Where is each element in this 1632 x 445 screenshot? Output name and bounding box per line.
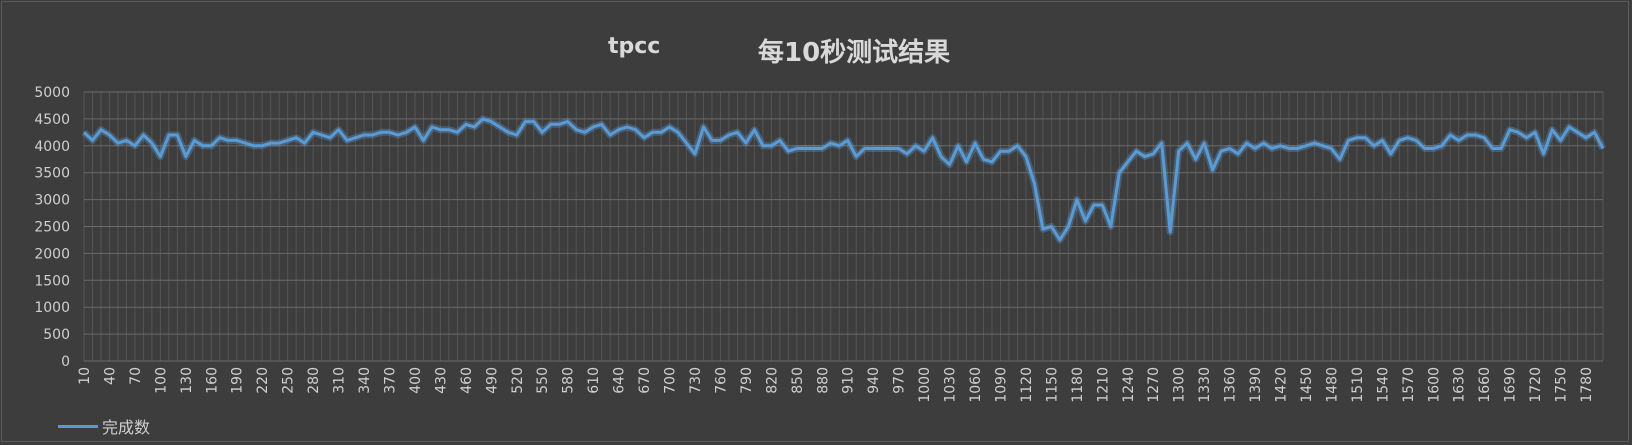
x-tick-label: 280: [306, 367, 322, 394]
x-tick-label: 1270: [1146, 367, 1162, 403]
x-tick-label: 70: [128, 367, 144, 385]
x-tick-label: 460: [459, 367, 475, 394]
y-tick-label: 1000: [34, 300, 70, 316]
chart-title-left: tpcc: [608, 34, 661, 59]
x-tick-label: 1510: [1350, 367, 1366, 403]
y-tick-label: 4000: [34, 139, 70, 155]
x-tick-label: 310: [332, 367, 348, 394]
legend: 完成数: [58, 414, 150, 438]
x-tick-label: 1630: [1452, 367, 1468, 403]
x-tick-label: 1690: [1503, 367, 1519, 403]
x-tick-label: 1480: [1324, 367, 1340, 403]
y-tick-label: 0: [61, 354, 70, 370]
x-tick-label: 1300: [1172, 367, 1188, 403]
x-tick-label: 850: [790, 367, 806, 394]
x-tick-label: 670: [637, 367, 653, 394]
x-tick-label: 700: [663, 367, 679, 394]
chart-title-right: 每10秒测试结果: [758, 38, 951, 68]
x-tick-label: 1180: [1070, 367, 1086, 403]
x-tick-label: 1420: [1274, 367, 1290, 403]
x-tick-label: 520: [510, 367, 526, 394]
x-tick-label: 910: [841, 367, 857, 394]
x-tick-label: 760: [713, 367, 729, 394]
x-tick-label: 640: [612, 367, 628, 394]
x-tick-label: 1720: [1528, 367, 1544, 403]
x-tick-label: 1330: [1197, 367, 1213, 403]
x-tick-label: 430: [433, 367, 449, 394]
x-tick-label: 1600: [1426, 367, 1442, 403]
legend-line-icon: [58, 424, 98, 428]
x-tick-label: 1240: [1121, 367, 1137, 403]
x-tick-label: 580: [561, 367, 577, 394]
x-tick-label: 1660: [1477, 367, 1493, 403]
x-tick-label: 1780: [1579, 367, 1595, 403]
x-tick-label: 1120: [1019, 367, 1035, 403]
x-tick-label: 250: [281, 367, 297, 394]
x-tick-label: 370: [382, 367, 398, 394]
x-tick-label: 1570: [1401, 367, 1417, 403]
x-tick-label: 400: [408, 367, 424, 394]
x-tick-label: 10: [77, 367, 93, 385]
x-tick-label: 1150: [1044, 367, 1060, 403]
x-tick-label: 220: [255, 367, 271, 394]
x-tick-label: 1450: [1299, 367, 1315, 403]
x-tick-label: 550: [535, 367, 551, 394]
x-tick-label: 610: [586, 367, 602, 394]
y-tick-label: 2000: [34, 246, 70, 262]
series-line: [82, 117, 1605, 242]
y-axis: 0 500 1000 1500 2000 2500 3000 3500 4000 4500 5000: [34, 85, 70, 370]
x-tick-label: 490: [484, 367, 500, 394]
x-tick-label: 1360: [1223, 367, 1239, 403]
x-tick-label: 160: [204, 367, 220, 394]
y-tick-label: 1500: [34, 273, 70, 289]
x-tick-label: 880: [815, 367, 831, 394]
x-tick-label: 340: [357, 367, 373, 394]
x-tick-label: 790: [739, 367, 755, 394]
x-tick-label: 1030: [943, 367, 959, 403]
y-tick-label: 3500: [34, 166, 70, 182]
y-tick-label: 500: [43, 327, 70, 343]
y-tick-label: 3000: [34, 193, 70, 209]
x-tick-label: 1090: [993, 367, 1009, 403]
x-axis: 10 40 70 100 130 160 190 220 250 280 310 340 370 400 4…: [77, 367, 1595, 403]
x-tick-label: 40: [102, 367, 118, 385]
series-line-glow: [81, 115, 1607, 244]
x-tick-label: 1000: [917, 367, 933, 403]
y-tick-label: 5000: [34, 85, 70, 101]
x-tick-label: 1060: [968, 367, 984, 403]
x-tick-label: 100: [153, 367, 169, 394]
series-layer: [81, 115, 1607, 244]
x-tick-label: 130: [179, 367, 195, 394]
x-tick-label: 1750: [1554, 367, 1570, 403]
x-tick-label: 1210: [1095, 367, 1111, 403]
y-tick-label: 4500: [34, 112, 70, 128]
x-tick-label: 970: [892, 367, 908, 394]
x-tick-label: 820: [764, 367, 780, 394]
x-tick-label: 940: [866, 367, 882, 394]
x-tick-label: 190: [230, 367, 246, 394]
legend-label: 完成数: [102, 418, 151, 437]
x-tick-label: 1390: [1248, 367, 1264, 403]
x-tick-label: 730: [688, 367, 704, 394]
gridlines: [83, 91, 1604, 362]
x-tick-label: 1540: [1375, 367, 1391, 403]
y-tick-label: 2500: [34, 220, 70, 236]
